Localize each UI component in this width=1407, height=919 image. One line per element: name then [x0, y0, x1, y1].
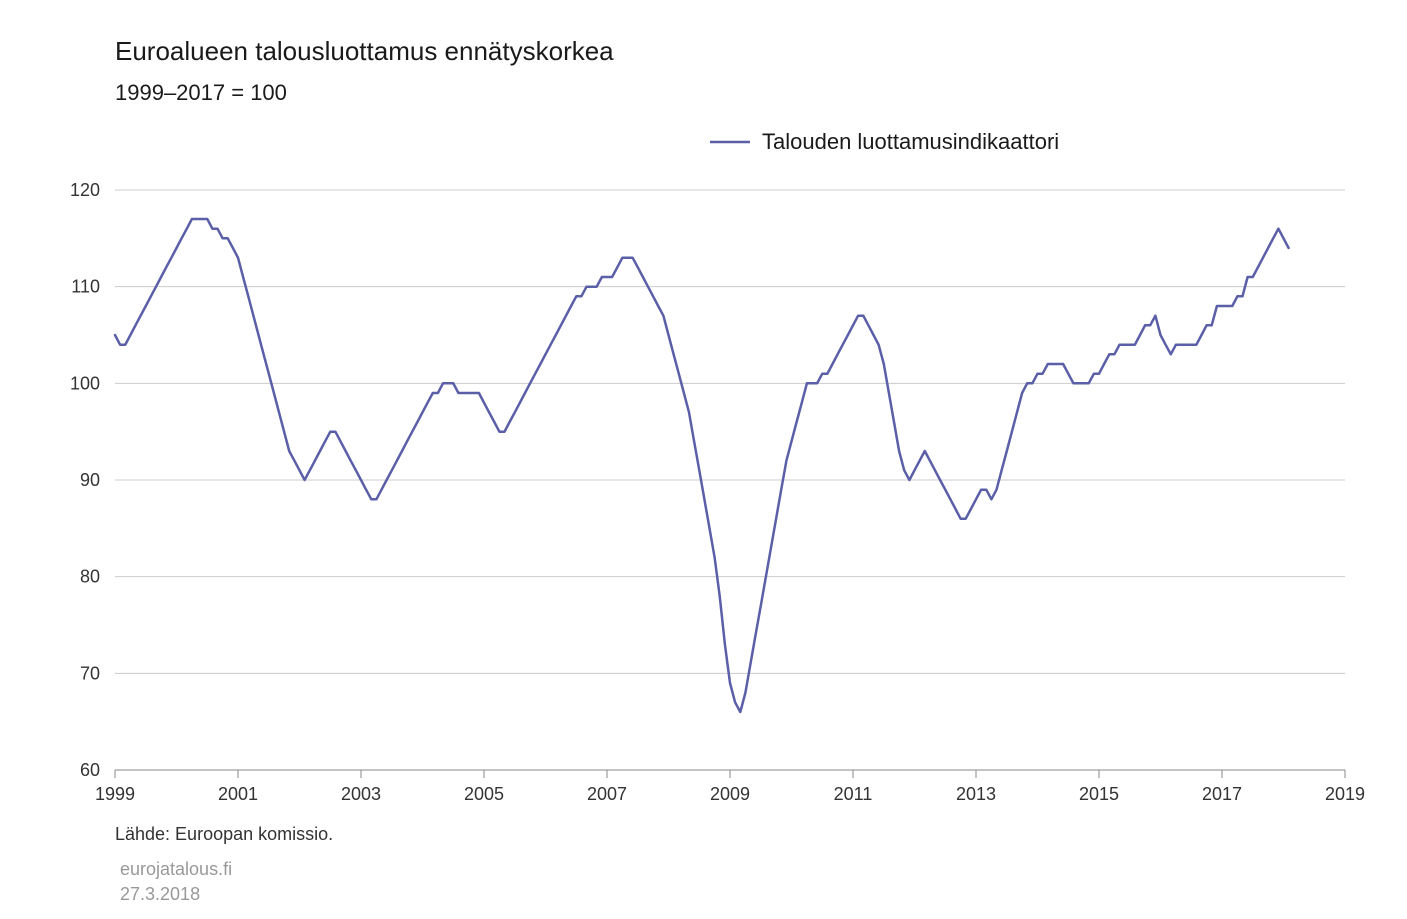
y-tick-label: 120	[70, 180, 100, 200]
x-tick-label: 2011	[834, 784, 873, 804]
x-tick-label: 1999	[95, 784, 135, 804]
y-tick-label: 80	[80, 567, 100, 587]
series-line-confidence	[115, 219, 1289, 712]
legend-label: Talouden luottamusindikaattori	[762, 129, 1059, 154]
x-tick-label: 2001	[218, 784, 258, 804]
x-tick-label: 2003	[341, 784, 381, 804]
y-tick-label: 60	[80, 760, 100, 780]
x-tick-label: 2009	[710, 784, 750, 804]
chart-svg: Euroalueen talousluottamus ennätyskorkea…	[0, 0, 1407, 919]
x-tick-label: 2013	[956, 784, 996, 804]
source-label: Lähde: Euroopan komissio.	[115, 824, 333, 844]
footer-date: 27.3.2018	[120, 884, 200, 904]
x-tick-label: 2007	[587, 784, 627, 804]
chart-subtitle: 1999–2017 = 100	[115, 80, 287, 105]
y-tick-label: 70	[80, 663, 100, 683]
y-tick-label: 100	[70, 373, 100, 393]
x-tick-label: 2015	[1079, 784, 1119, 804]
x-tick-label: 2017	[1202, 784, 1242, 804]
y-tick-label: 90	[80, 470, 100, 490]
x-tick-label: 2019	[1325, 784, 1365, 804]
y-tick-label: 110	[71, 277, 100, 297]
x-tick-label: 2005	[464, 784, 504, 804]
chart-title: Euroalueen talousluottamus ennätyskorkea	[115, 36, 614, 66]
footer-site: eurojatalous.fi	[120, 859, 232, 879]
chart-container: Euroalueen talousluottamus ennätyskorkea…	[0, 0, 1407, 919]
